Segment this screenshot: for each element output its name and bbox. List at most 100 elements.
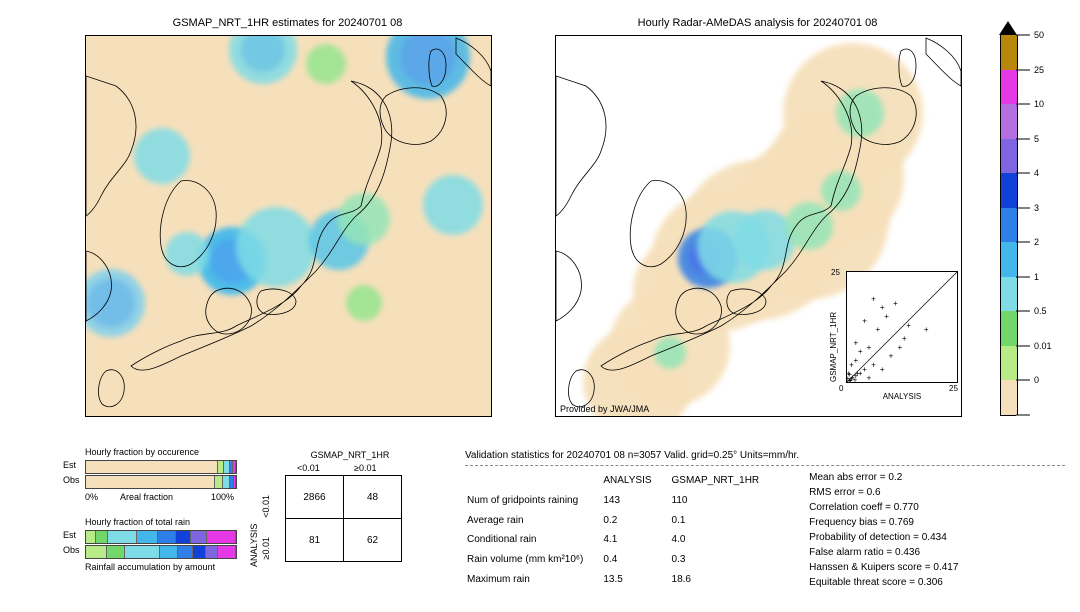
stat-cell: 4.1 — [603, 531, 669, 549]
colorbar-tick-label: 0.5 — [1016, 306, 1047, 316]
bar-row — [85, 545, 237, 559]
svg-text:+: + — [853, 356, 858, 365]
colorbar-tick-label: 25 — [1016, 65, 1044, 75]
xtick-label: 120°E — [569, 416, 594, 417]
svg-text:+: + — [847, 374, 851, 382]
inset-ylabel: GSMAP_NRT_1HR — [829, 272, 838, 382]
stat-cell: 13.5 — [603, 570, 669, 588]
contingency-row-title: ANALYSIS — [249, 487, 259, 567]
contingency-cell: 81 — [286, 519, 344, 562]
colorbar-tick-label: 5 — [1016, 134, 1039, 144]
xtick-label: 125°E — [162, 416, 187, 417]
right-map-title: Hourly Radar-AMeDAS analysis for 2024070… — [555, 17, 960, 29]
bar-row — [85, 460, 237, 474]
xtick-label: 120°E — [99, 416, 124, 417]
svg-text:+: + — [897, 343, 902, 352]
metric-line: Mean abs error = 0.2 — [809, 470, 958, 485]
svg-text:+: + — [871, 294, 876, 303]
svg-text:+: + — [884, 312, 889, 321]
stat-cell: Maximum rain — [467, 570, 601, 588]
colorbar-tick-label: 4 — [1016, 168, 1039, 178]
provided-by-text: Provided by JWA/JMA — [560, 404, 649, 414]
colorbar-tick-label: 10 — [1016, 99, 1044, 109]
svg-text:+: + — [880, 303, 885, 312]
xtick-label: 135°E — [759, 416, 784, 417]
validation-metrics: Mean abs error = 0.2RMS error = 0.6Corre… — [809, 470, 958, 590]
xtick-label: 125°E — [632, 416, 657, 417]
metric-line: Probability of detection = 0.434 — [809, 530, 958, 545]
svg-text:+: + — [867, 343, 872, 352]
svg-text:+: + — [924, 325, 929, 334]
xtick-label: 135°E — [289, 416, 314, 417]
stat-cell: 143 — [603, 492, 669, 510]
stat-cell: 0.2 — [603, 511, 669, 529]
colorbar-cap-icon — [999, 21, 1017, 35]
contingency-row-header: <0.01 — [261, 495, 271, 518]
svg-text:+: + — [858, 347, 863, 356]
contingency-table: 2866488162 — [285, 475, 402, 562]
metric-line: Frequency bias = 0.769 — [809, 515, 958, 530]
stat-cell: 4.0 — [672, 531, 778, 549]
contingency-cell: 48 — [344, 476, 402, 519]
svg-text:+: + — [871, 360, 876, 369]
stat-cell: Num of gridpoints raining — [467, 492, 601, 510]
left-map-title: GSMAP_NRT_1HR estimates for 20240701 08 — [85, 17, 490, 29]
xtick-label: 145°E — [885, 416, 910, 417]
svg-text:+: + — [893, 299, 898, 308]
stat-cell: Average rain — [467, 511, 601, 529]
metric-line: Hanssen & Kuipers score = 0.417 — [809, 560, 958, 575]
stat-cell: Conditional rain — [467, 531, 601, 549]
metric-line: RMS error = 0.6 — [809, 485, 958, 500]
svg-text:+: + — [862, 365, 867, 374]
contingency-col-header: ≥0.01 — [354, 463, 376, 473]
bar-row-label: Obs — [63, 475, 80, 485]
stat-cell: Rain volume (mm km²10⁶) — [467, 551, 601, 569]
colorbar-tick-label: 0 — [1016, 375, 1039, 385]
metric-line: False alarm ratio = 0.436 — [809, 545, 958, 560]
svg-text:+: + — [906, 321, 911, 330]
xtick-label: 140°E — [352, 416, 377, 417]
xtick-label: 140°E — [822, 416, 847, 417]
scatter-inset: +++++++++++++++++++++++++++++++ANALYSISG… — [846, 271, 958, 383]
bar-row — [85, 530, 237, 544]
contingency-col-title: GSMAP_NRT_1HR — [295, 450, 405, 460]
bar-row-label: Obs — [63, 545, 80, 555]
stat-cell: 0.3 — [672, 551, 778, 569]
metric-line: Equitable threat score = 0.306 — [809, 575, 958, 590]
right-map: 25°N30°N35°N40°N45°N120°E125°E130°E135°E… — [555, 35, 962, 417]
colorbar-tick-label: 50 — [1016, 30, 1044, 40]
svg-text:+: + — [902, 334, 907, 343]
stat-cell: 0.1 — [672, 511, 778, 529]
svg-text:+: + — [855, 369, 860, 378]
bar-row-label: Est — [63, 460, 76, 470]
svg-text:+: + — [889, 352, 894, 361]
xtick-label: 130°E — [226, 416, 251, 417]
bar-row-label: Est — [63, 530, 76, 540]
validation-block: Validation statistics for 20240701 08 n=… — [465, 448, 1065, 590]
xtick-label: 145°E — [415, 416, 440, 417]
svg-text:+: + — [880, 365, 885, 374]
bar-title: Hourly fraction by occurence — [85, 447, 199, 457]
validation-title: Validation statistics for 20240701 08 n=… — [465, 448, 1065, 463]
svg-text:+: + — [867, 374, 872, 382]
inset-xlabel: ANALYSIS — [847, 392, 957, 401]
svg-text:+: + — [875, 325, 880, 334]
contingency-col-header: <0.01 — [297, 463, 320, 473]
contingency-row-header: ≥0.01 — [261, 537, 271, 559]
colorbar-tick-label: 2 — [1016, 237, 1039, 247]
left-map: 25°N30°N35°N40°N45°N120°E125°E130°E135°E… — [85, 35, 492, 417]
stat-cell: 18.6 — [672, 570, 778, 588]
colorbar-tick-label: 3 — [1016, 203, 1039, 213]
stat-cell: 110 — [672, 492, 778, 510]
metric-line: Correlation coeff = 0.770 — [809, 500, 958, 515]
colorbar-tick-label: 1 — [1016, 272, 1039, 282]
bar-title: Hourly fraction of total rain — [85, 517, 190, 527]
xtick-label: 130°E — [696, 416, 721, 417]
bar-row — [85, 475, 237, 489]
colorbar-tick-label: 0.01 — [1016, 341, 1052, 351]
contingency-cell: 62 — [344, 519, 402, 562]
svg-text:+: + — [862, 316, 867, 325]
svg-text:+: + — [853, 338, 858, 347]
validation-table: ANALYSISGSMAP_NRT_1HRNum of gridpoints r… — [465, 470, 779, 590]
colorbar: 502510543210.50.010 — [1000, 35, 1016, 415]
